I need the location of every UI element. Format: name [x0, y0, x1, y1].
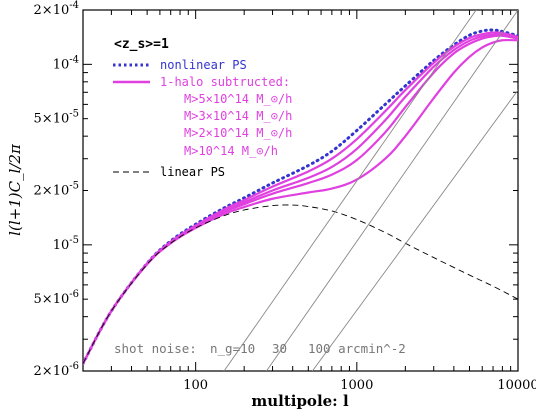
y-tick-label: 10-5	[53, 235, 79, 253]
y-tick-label: 2×10-6	[34, 361, 79, 379]
series-1halo-subtracted-3	[83, 34, 518, 365]
x-tick-label: 10000	[497, 378, 536, 393]
series-1halo-subtracted-4	[83, 38, 518, 365]
z-label: <z_s>=1	[114, 37, 169, 52]
shot-noise-prefix: shot noise:	[114, 341, 197, 356]
y-tick-label: 5×10-6	[34, 289, 79, 307]
series-1halo-subtracted-2	[83, 33, 518, 365]
x-axis-title: multipole: l	[251, 392, 349, 410]
series-shot-noise-8	[311, 89, 518, 371]
y-tick-label: 2×10-4	[34, 0, 79, 18]
series-shot-noise-6	[223, 10, 477, 371]
legend: nonlinear PS 1-halo subtructed: M>5×10^1…	[113, 58, 292, 179]
shot-noise-n-label: n_g=10	[210, 341, 255, 356]
y-axis-title: l(l+1)C_l/2π	[6, 143, 24, 236]
x-tick-label: 100	[183, 378, 208, 393]
y-tick-label: 5×10-5	[34, 109, 79, 127]
series-shot-noise-7	[266, 10, 518, 371]
legend-label-linear: linear PS	[160, 165, 225, 179]
legend-label-nonlinear: nonlinear PS	[160, 58, 247, 72]
legend-sub-label-1: M>5×10^14 M_⊙/h	[184, 92, 292, 106]
series-layer	[83, 10, 518, 371]
y-tick-label: 10-4	[53, 54, 79, 72]
shot-noise-annotation: shot noise: n_g=10 30 100 arcmin^-2	[114, 341, 406, 356]
shot-noise-value-2: 30	[272, 341, 287, 356]
shot-noise-value-3: 100 arcmin^-2	[308, 341, 406, 356]
legend-sub-label-2: M>3×10^14 M_⊙/h	[184, 109, 292, 123]
axis-ticks	[82, 9, 519, 372]
x-tick-label: 1000	[340, 378, 373, 393]
legend-sub-label-3: M>2×10^14 M_⊙/h	[184, 126, 292, 140]
series-nonlinear-ps	[83, 28, 518, 366]
axis-tick-labels: 100 1000 10000 2×10-6 5×10-6 10-5 2×10-5 5×10-5…	[34, 0, 536, 393]
series-linear-ps	[83, 204, 518, 364]
y-tick-label: 2×10-5	[34, 181, 79, 199]
legend-sub-label-4: M>10^14 M_⊙/h	[184, 144, 278, 158]
legend-label-subtracted: 1-halo subtructed:	[160, 75, 290, 89]
